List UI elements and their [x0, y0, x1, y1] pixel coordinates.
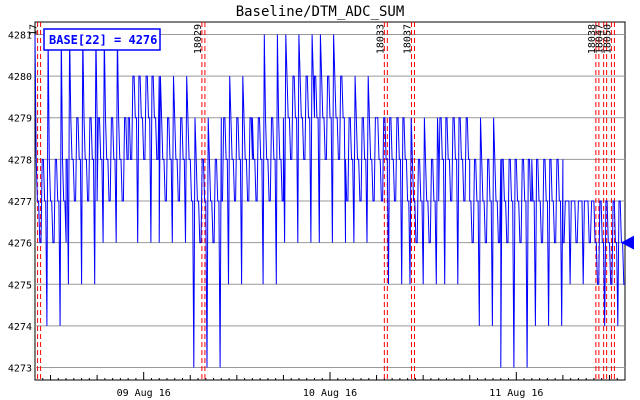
y-tick-label: 4275	[8, 280, 32, 291]
y-tick-label: 4278	[8, 155, 32, 166]
y-tick-label: 4277	[8, 197, 32, 208]
x-tick-label: 11 Aug 16	[489, 388, 543, 399]
y-tick-label: 4281	[8, 30, 32, 41]
legend-box	[43, 28, 161, 51]
y-tick-label: 4273	[8, 364, 32, 375]
run-marker-label: 18050	[602, 24, 613, 54]
y-axis: 4273 4274 4275 4276 4277 4278 4279 4280 4281	[8, 30, 32, 374]
legend: BASE[22] = 4276	[43, 28, 161, 51]
y-tick-label: 4279	[8, 114, 32, 125]
series-line	[34, 34, 625, 368]
run-marker-label: 17	[29, 24, 40, 36]
x-tick-label: 09 Aug 16	[117, 388, 171, 399]
run-marker-label: 18033	[375, 24, 386, 54]
run-marker-label: 18037	[403, 24, 414, 54]
x-tick-label: 10 Aug 16	[303, 388, 357, 399]
chart-title: Baseline/DTM_ADC_SUM	[236, 4, 405, 20]
run-marker-label: 18029	[193, 24, 204, 54]
run-marker-label: 18047	[595, 24, 606, 54]
y-tick-label: 4274	[8, 322, 32, 333]
series-layer	[34, 34, 625, 368]
current-value-marker	[621, 235, 634, 250]
y-tick-label: 4280	[8, 72, 32, 83]
y-tick-label: 4276	[8, 239, 32, 250]
legend-text: BASE[22] = 4276	[49, 33, 157, 47]
x-axis: 09 Aug 16 10 Aug 16 11 Aug 16	[34, 372, 626, 399]
run-marker-label: 18038	[587, 24, 598, 54]
